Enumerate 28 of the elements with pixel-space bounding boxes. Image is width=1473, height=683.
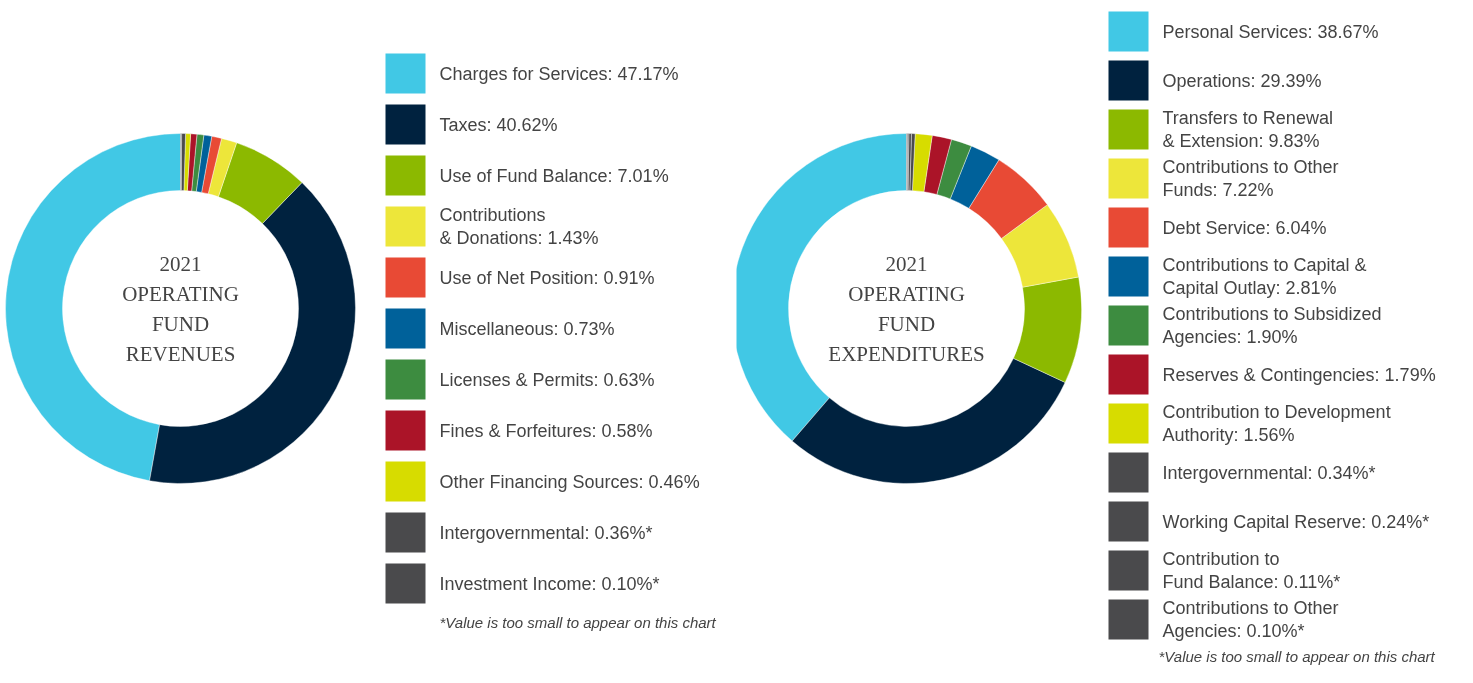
legend-label: Other Financing Sources: 0.46% [439,471,700,492]
legend-label: Investment Income: 0.10%* [439,573,660,594]
text: 2021 OPERATING FUND EXPENDITURES [828,251,985,366]
legend-label: Intergovernmental: 0.36%* [439,522,653,543]
legend-label: Contributions to Other Agencies: 0.10%* [1162,598,1339,641]
text: 2021 OPERATING FUND REVENUES [122,251,239,366]
legend-label: Use of Net Position: 0.91% [439,267,655,288]
text: *Value is too small to appear on this chart [1158,648,1436,665]
legend-label: Charges for Services: 47.17% [439,63,679,84]
legend-label: Operations: 29.39% [1162,70,1322,91]
legend-label: Contributions to Capital & Capital Outlay: 2.81% [1162,255,1367,298]
legend-label: Use of Fund Balance: 7.01% [439,165,669,186]
legend-label: Fines & Forfeitures: 0.58% [439,420,653,441]
legend-label: Taxes: 40.62% [439,114,558,135]
legend-label: Contribution to Development Authority: 1.56% [1162,402,1391,445]
legend-label: Personal Services: 38.67% [1162,21,1379,42]
legend-label: Working Capital Reserve: 0.24%* [1162,511,1430,532]
legend-label: Contributions to Other Funds: 7.22% [1162,157,1339,200]
legend-label: Miscellaneous: 0.73% [439,318,615,339]
legend-label: Contributions & Donations: 1.43% [439,205,599,248]
legend-label: Contributions to Subsidized Agencies: 1.90% [1162,304,1382,347]
text: *Value is too small to appear on this chart [439,614,717,631]
legend-label: Reserves & Contingencies: 1.79% [1162,364,1436,385]
legend-label: Licenses & Permits: 0.63% [439,369,655,390]
legend-label: Transfers to Renewal & Extension: 9.83% [1162,108,1333,151]
legend-label: Debt Service: 6.04% [1162,217,1327,238]
legend-label: Intergovernmental: 0.34%* [1162,462,1376,483]
legend-label: Contribution to Fund Balance: 0.11%* [1162,549,1341,592]
